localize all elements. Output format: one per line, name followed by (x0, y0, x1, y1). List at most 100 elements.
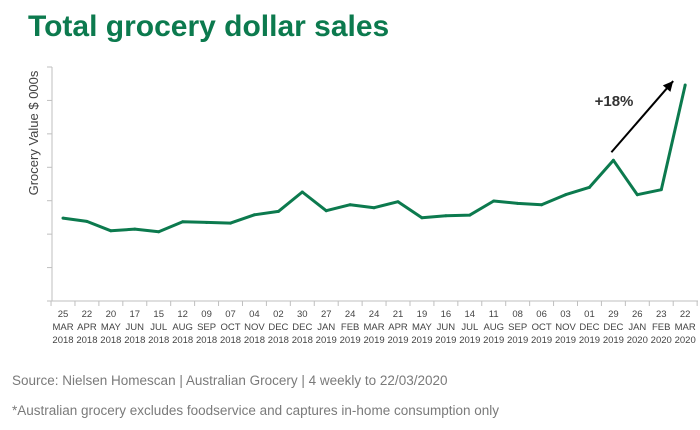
line-chart: Grocery Value $ 000s 25MAR201822APR20182… (26, 66, 698, 346)
data-point (468, 213, 472, 217)
data-point (683, 83, 687, 87)
x-tick-label: FEB (652, 322, 670, 333)
x-tick-label: 2018 (100, 335, 121, 346)
x-tick-label: JAN (317, 322, 335, 333)
data-point (372, 206, 376, 210)
x-tick-label: 2018 (172, 335, 193, 346)
x-tick-label: 2019 (555, 335, 576, 346)
data-point (276, 209, 280, 213)
data-point (492, 199, 496, 203)
x-tick-label: 2018 (292, 335, 313, 346)
x-tick-label: 02 (273, 309, 284, 320)
x-tick-label: FEB (341, 322, 359, 333)
x-tick-label: JAN (628, 322, 646, 333)
x-tick-label: 24 (345, 309, 356, 320)
data-point (181, 220, 185, 224)
chart-title: Total grocery dollar sales (28, 10, 390, 43)
x-tick-label: 12 (177, 309, 188, 320)
x-tick-label: 2019 (579, 335, 600, 346)
x-tick-label: JUN (437, 322, 456, 333)
x-tick-label: 26 (632, 309, 643, 320)
data-point (564, 193, 568, 197)
x-tick-label: 2019 (316, 335, 337, 346)
x-tick-label: 2019 (387, 335, 408, 346)
x-tick-label: 24 (369, 309, 380, 320)
x-tick-label: 2019 (435, 335, 456, 346)
x-tick-label: NOV (555, 322, 576, 333)
arrow-head (662, 81, 674, 92)
data-point (157, 230, 161, 234)
x-tick-label: MAY (412, 322, 433, 333)
x-tick-label: 01 (584, 309, 595, 320)
data-point (205, 220, 209, 224)
x-tick-label: DEC (579, 322, 599, 333)
x-tick-label: 07 (225, 309, 236, 320)
x-tick-label: 15 (153, 309, 164, 320)
y-axis-label: Grocery Value $ 000s (26, 70, 41, 195)
x-tick-label: SEP (508, 322, 527, 333)
x-tick-label: 2018 (76, 335, 97, 346)
x-tick-label: 2019 (603, 335, 624, 346)
x-tick-label: 14 (465, 309, 476, 320)
x-tick-label: DEC (268, 322, 288, 333)
x-tick-label: 23 (656, 309, 667, 320)
growth-arrow (610, 80, 674, 153)
x-tick-label: 2019 (507, 335, 528, 346)
source-note: Source: Nielsen Homescan | Australian Gr… (12, 373, 448, 388)
data-point (587, 185, 591, 189)
x-tick-label: OCT (220, 322, 240, 333)
data-point (324, 209, 328, 213)
data-point (420, 216, 424, 220)
x-tick-label: 30 (297, 309, 308, 320)
data-point (396, 200, 400, 204)
x-tick-label: JUL (150, 322, 167, 333)
x-tick-label: MAR (364, 322, 385, 333)
x-tick-label: 09 (201, 309, 212, 320)
x-tick-label: 06 (536, 309, 547, 320)
data-point (133, 227, 137, 231)
x-tick-label: 2020 (651, 335, 672, 346)
x-tick-label: 11 (489, 309, 499, 320)
data-point (659, 188, 663, 192)
data-point (348, 203, 352, 207)
x-tick-label: AUG (172, 322, 193, 333)
data-point (109, 229, 113, 233)
data-point (252, 213, 256, 217)
x-tick-label: 2018 (124, 335, 145, 346)
x-tick-label: MAR (52, 322, 73, 333)
x-tick-label: NOV (244, 322, 265, 333)
data-point (516, 201, 520, 205)
x-tick-label: 20 (106, 309, 117, 320)
x-tick-label: 25 (58, 309, 69, 320)
data-point (300, 190, 304, 194)
x-tick-label: 21 (393, 309, 404, 320)
x-tick-label: 2019 (411, 335, 432, 346)
x-tick-label: 29 (608, 309, 619, 320)
data-point (444, 214, 448, 218)
x-tick-label: 22 (82, 309, 93, 320)
x-tick-label: OCT (532, 322, 552, 333)
x-tick-label: DEC (603, 322, 623, 333)
x-tick-label: 2018 (148, 335, 169, 346)
x-tick-label: 08 (512, 309, 523, 320)
x-tick-label: 2019 (483, 335, 504, 346)
data-point (61, 216, 65, 220)
x-tick-label: 2019 (340, 335, 361, 346)
x-tick-label: 04 (249, 309, 260, 320)
growth-label: +18% (595, 93, 634, 110)
x-tick-label: 2019 (459, 335, 480, 346)
x-tick-label: 2019 (531, 335, 552, 346)
x-tick-label: 2018 (268, 335, 289, 346)
x-tick-label: 03 (560, 309, 571, 320)
x-tick-label: APR (77, 322, 97, 333)
data-point (229, 221, 233, 225)
x-tick-label: 2019 (364, 335, 385, 346)
data-point (611, 158, 615, 162)
x-tick-label: MAY (101, 322, 122, 333)
x-tick-label: 2020 (627, 335, 648, 346)
data-point (635, 193, 639, 197)
footnote: *Australian grocery excludes foodservice… (12, 403, 500, 418)
x-tick-label: 19 (417, 309, 428, 320)
x-tick-label: APR (388, 322, 408, 333)
x-tick-label: 16 (441, 309, 452, 320)
